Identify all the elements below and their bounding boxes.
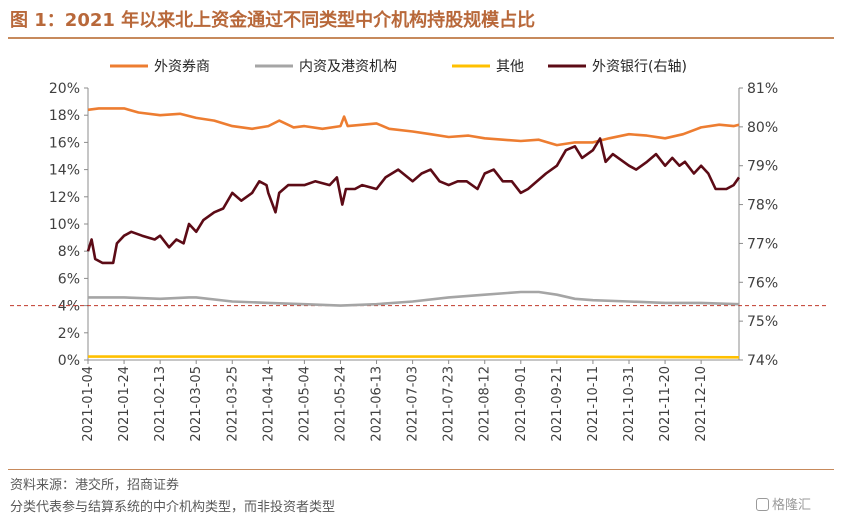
series-line-2: [88, 290, 740, 307]
legend-label-3: 其他: [496, 59, 524, 75]
y-left-tick-label: 20%: [49, 81, 80, 97]
y-left-tick-label: 14%: [49, 163, 80, 179]
y-right-tick-label: 81%: [747, 81, 778, 97]
y-left-tick-label: 2%: [58, 326, 80, 342]
figure-title: 图 1：2021 年以来北上资金通过不同类型中介机构持股规模占比: [10, 10, 536, 31]
y-right-tick-label: 78%: [747, 198, 778, 214]
series-line-4: [86, 137, 741, 265]
y-left-tick-label: 0%: [58, 353, 80, 369]
y-left-tick-label: 6%: [58, 271, 80, 287]
y-left-tick-label: 12%: [49, 190, 80, 206]
x-tick-label: 2021-04-14: [261, 366, 276, 442]
watermark-text: 格隆汇: [772, 498, 812, 513]
y-right-tick-label: 79%: [747, 159, 778, 175]
x-tick-label: 2021-11-20: [658, 366, 673, 442]
y-left-tick-label: 18%: [49, 108, 80, 124]
note-text: 分类代表参与结算系统的中介机构类型，而非投资者类型: [10, 500, 336, 515]
watermark-icon: [756, 498, 769, 511]
y-right-tick-label: 76%: [747, 275, 778, 291]
series-line-3: [88, 355, 740, 359]
x-tick-label: 2021-06-13: [370, 366, 385, 442]
title-rule: [8, 37, 834, 39]
x-tick-label: 2021-09-01: [514, 366, 529, 442]
legend-label-2: 内资及港资机构: [299, 59, 397, 75]
x-tick-label: 2021-03-05: [189, 366, 204, 442]
legend-label-4: 外资银行(右轴): [592, 59, 687, 75]
x-tick-label: 2021-03-25: [225, 366, 240, 442]
x-tick-label: 2021-09-21: [550, 366, 565, 442]
legend-label-1: 外资券商: [154, 59, 210, 75]
y-left-tick-label: 16%: [49, 135, 80, 151]
watermark: 格隆汇: [756, 494, 811, 513]
x-tick-label: 2021-10-11: [586, 366, 601, 442]
x-tick-label: 2021-05-24: [333, 366, 348, 442]
y-right-tick-label: 75%: [747, 314, 778, 330]
x-tick-label: 2021-01-04: [81, 366, 96, 442]
x-tick-label: 2021-07-23: [442, 366, 457, 442]
x-tick-label: 2021-02-13: [153, 366, 168, 442]
y-right-tick-label: 80%: [747, 120, 778, 136]
x-tick-label: 2021-12-10: [694, 366, 709, 442]
footer-rule: [8, 469, 834, 470]
y-left-tick-label: 10%: [49, 217, 80, 233]
y-left-tick-label: 8%: [58, 244, 80, 260]
y-right-tick-label: 74%: [747, 353, 778, 369]
x-tick-label: 2021-01-24: [117, 366, 132, 442]
chart: 0% 2% 4% 6% 8% 10% 12% 14% 16% 18% 20% 74% 75% 76% 77%…: [10, 59, 826, 442]
x-tick-label: 2021-05-04: [297, 366, 312, 442]
series-line-1: [87, 107, 740, 147]
y-left-tick-label: 4%: [58, 299, 80, 315]
x-tick-label: 2021-10-31: [622, 366, 637, 442]
y-right-tick-label: 77%: [747, 236, 778, 252]
source-text: 资料来源：港交所，招商证券: [10, 478, 180, 493]
x-tick-label: 2021-08-12: [478, 366, 493, 442]
x-tick-label: 2021-07-03: [406, 366, 421, 442]
